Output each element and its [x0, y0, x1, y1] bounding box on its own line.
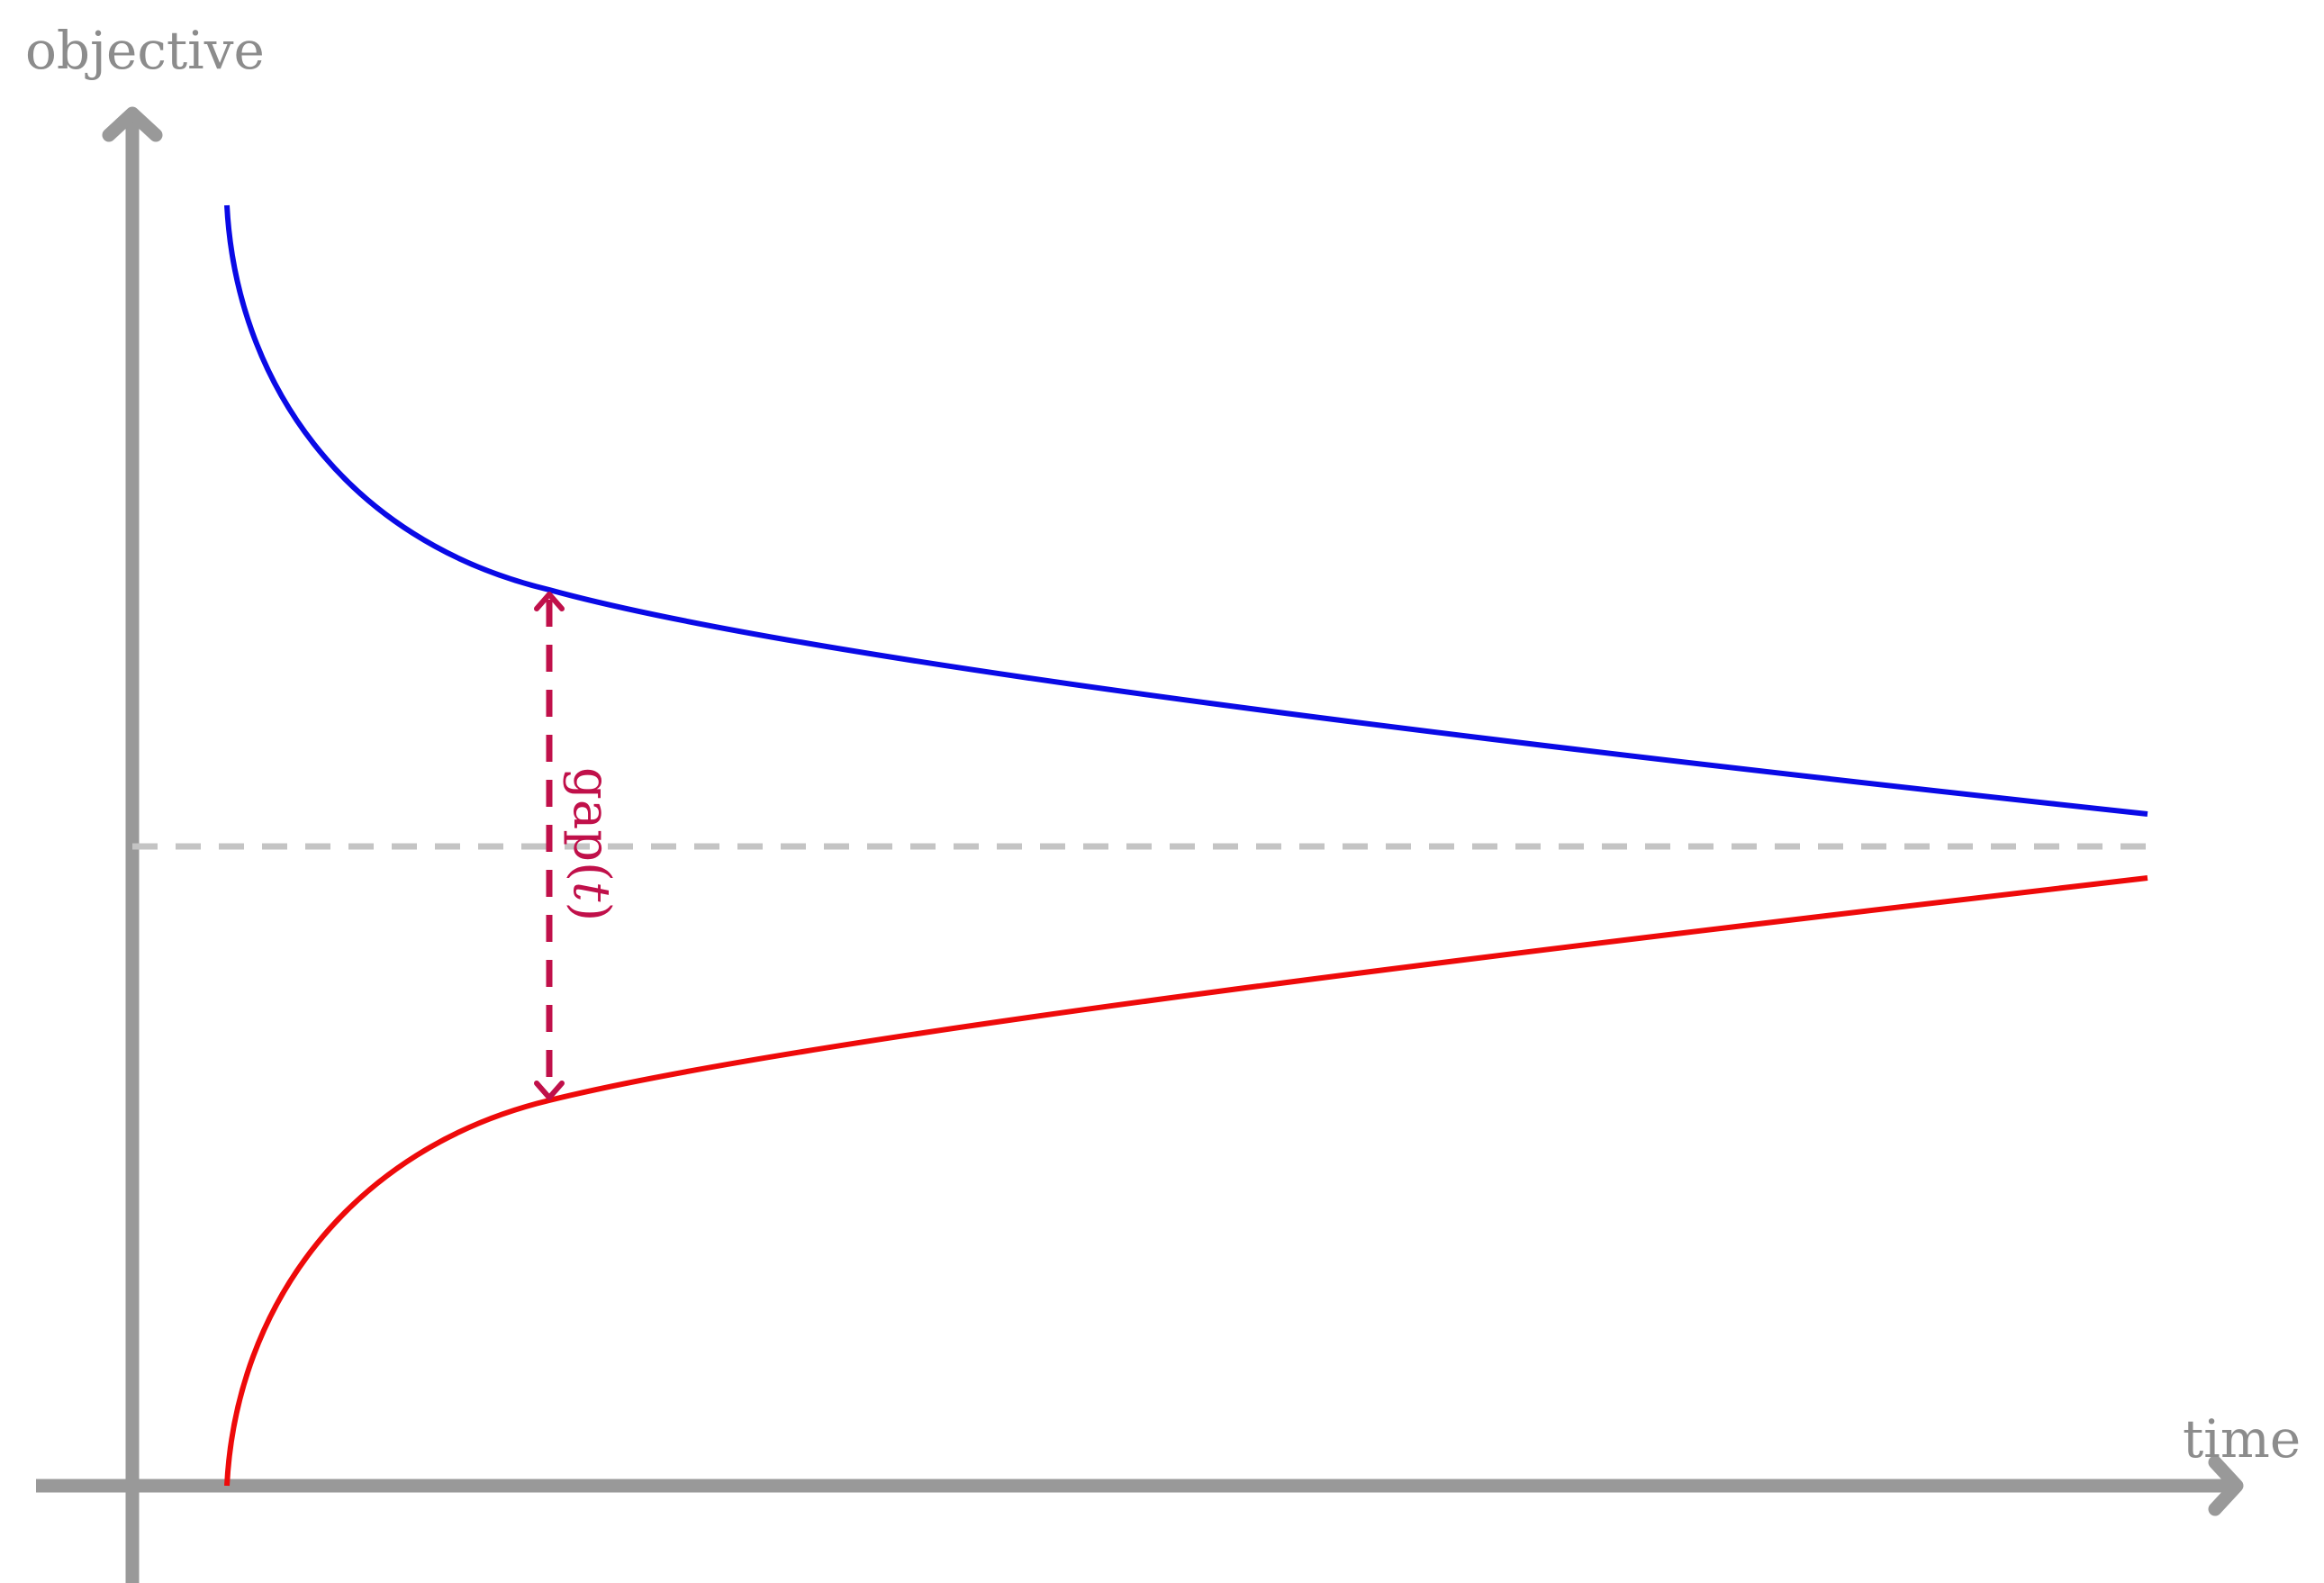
gap-arrow-head-bottom [534, 1081, 565, 1100]
y-axis-label: objective [25, 20, 265, 81]
y-axis-arrowhead [102, 106, 163, 142]
upper-bound-curve [224, 204, 2148, 817]
gap-label-variable: t [562, 882, 620, 902]
gap-label-suffix: ) [562, 901, 620, 921]
x-axis-label: time [2183, 1408, 2301, 1470]
gap-label: gap(t) [562, 767, 620, 921]
lower-bound-curve [224, 875, 2148, 1487]
x-axis-arrowhead [2208, 1455, 2244, 1516]
gap-label-prefix: gap( [562, 767, 620, 882]
gap-arrow-head-top [534, 592, 565, 611]
